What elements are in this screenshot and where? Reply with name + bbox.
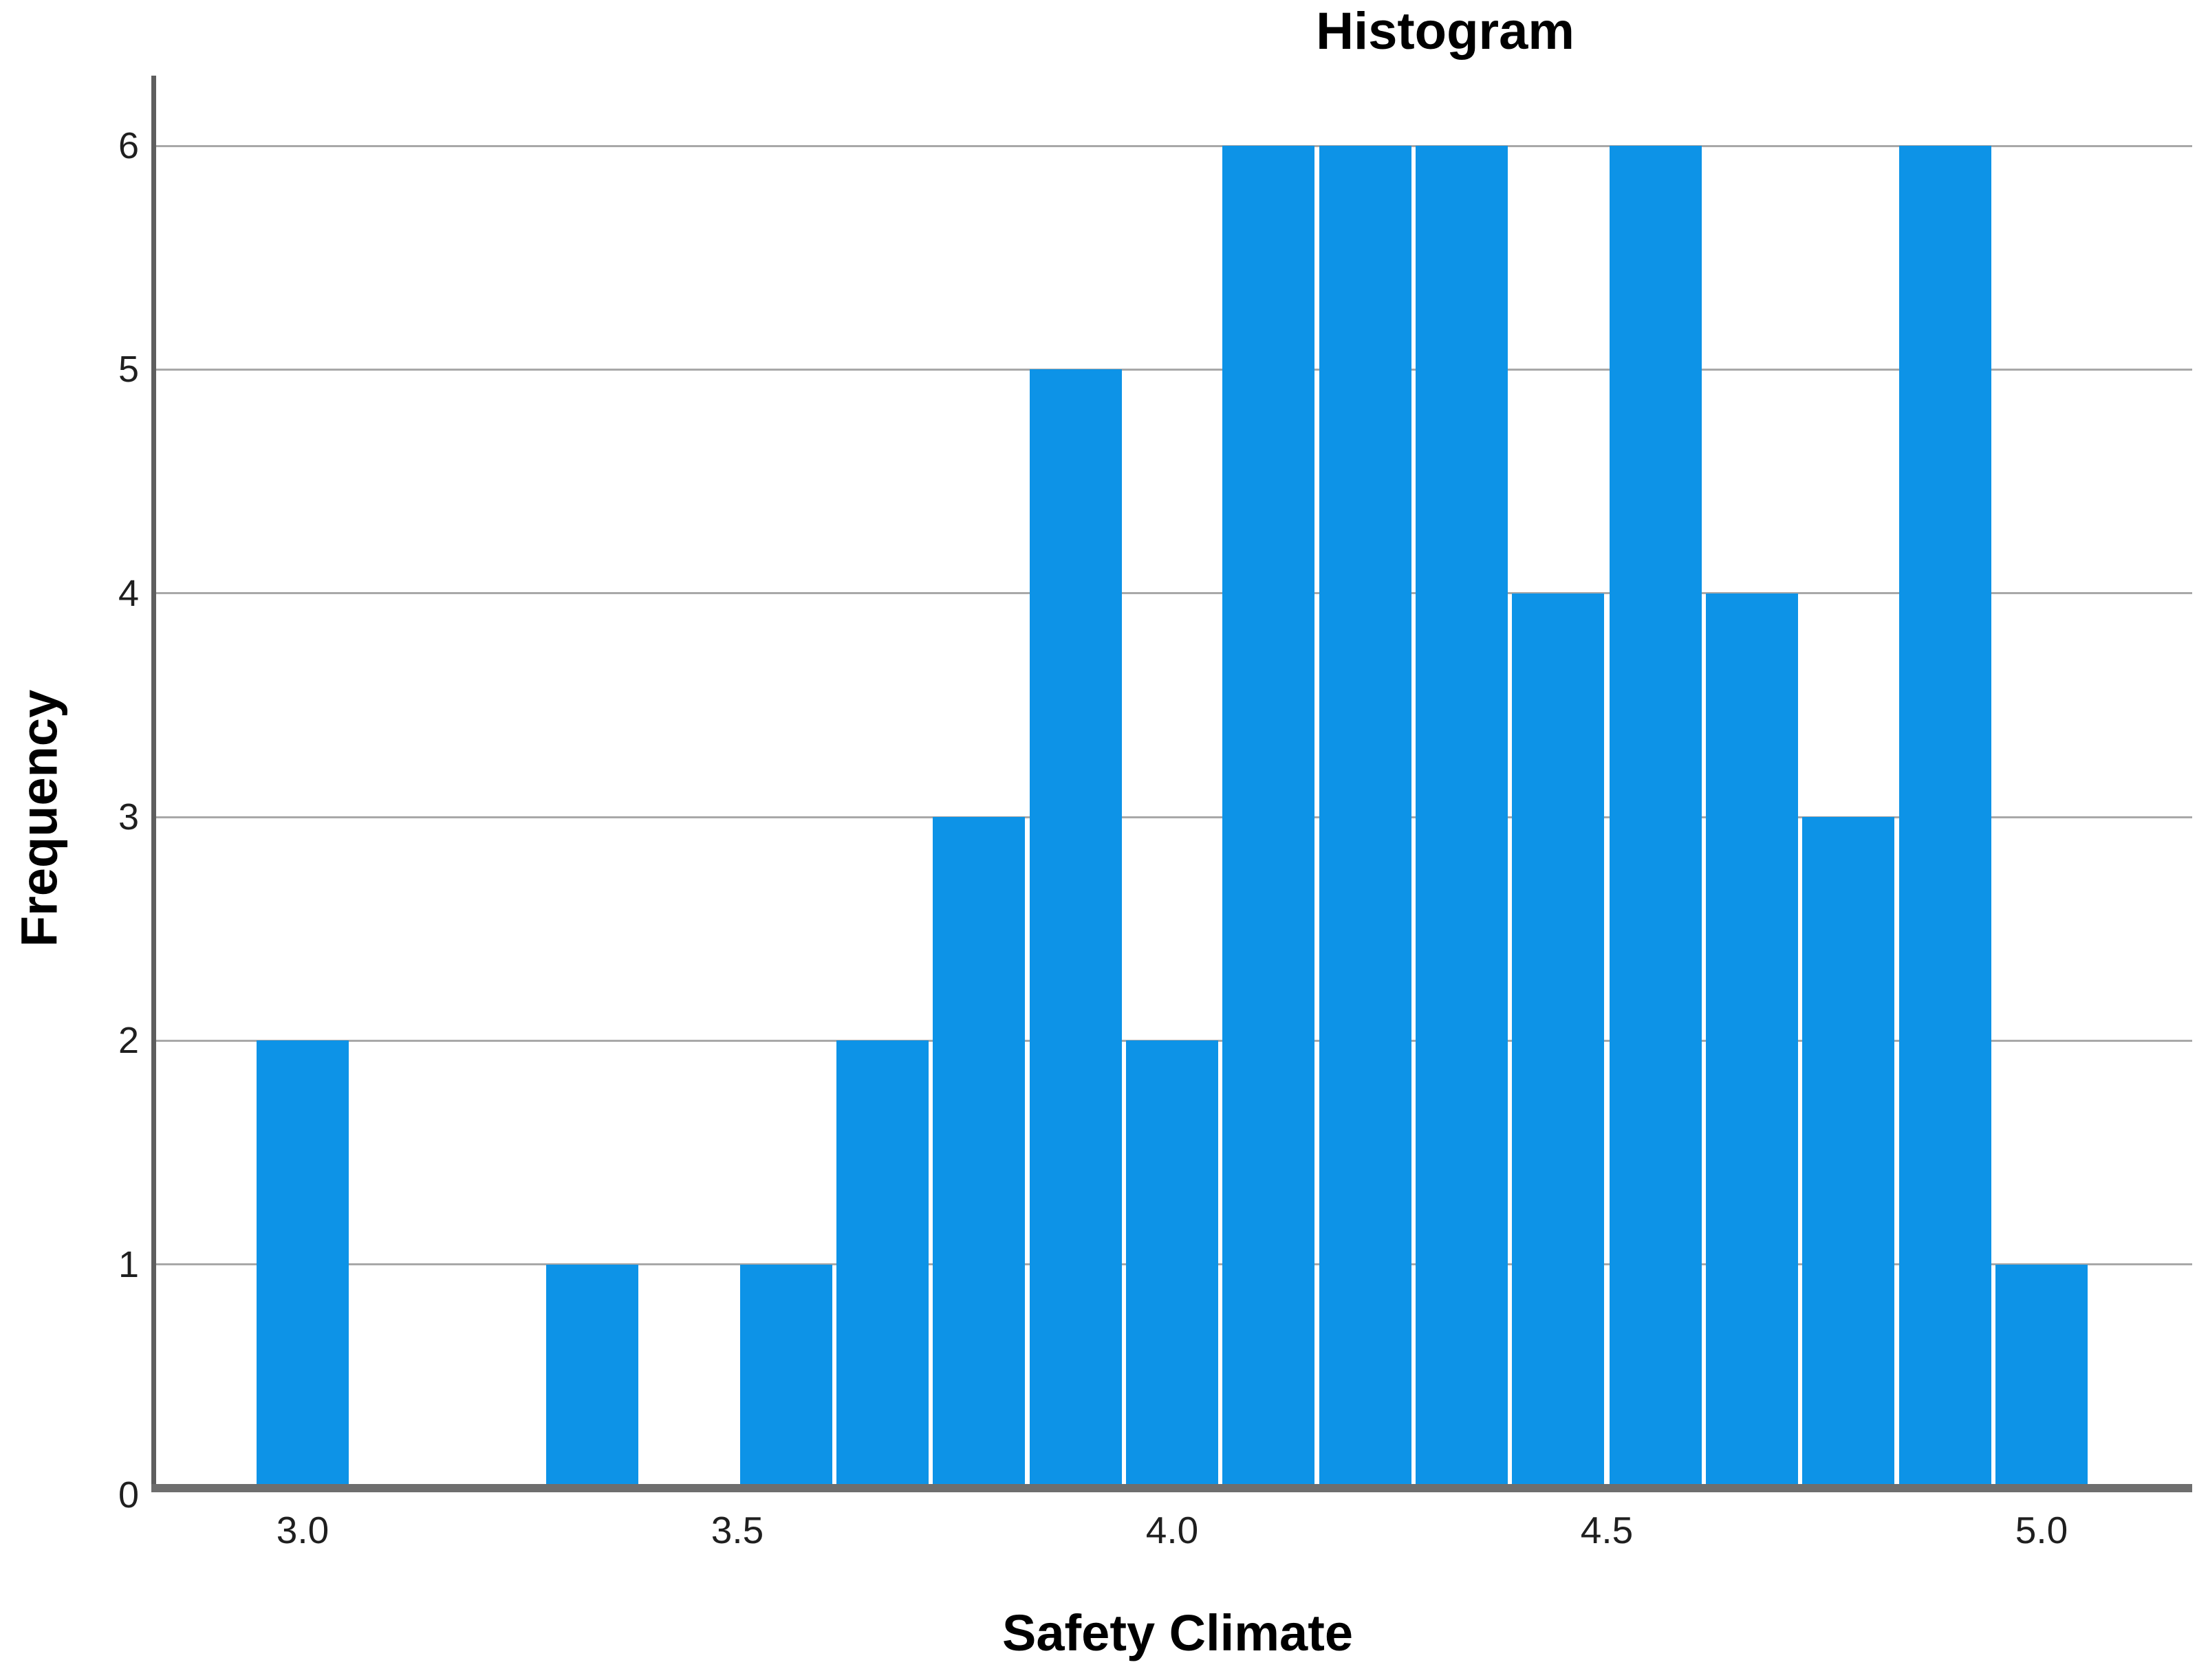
gridline-y-3 [151, 816, 2192, 818]
y-axis-line [151, 76, 156, 1489]
histogram-bar [1415, 146, 1508, 1484]
y-tick-label-4: 4 [118, 572, 139, 614]
gridline-y-5 [151, 368, 2192, 371]
histogram-bar [1706, 593, 1799, 1484]
histogram-bar [257, 1040, 349, 1484]
histogram-bar [1029, 369, 1122, 1484]
x-axis-title: Safety Climate [1002, 1604, 1353, 1661]
histogram-bar [545, 1264, 638, 1484]
x-tick-label-3.5: 3.5 [711, 1509, 764, 1551]
gridline-y-4 [151, 592, 2192, 595]
gridline-y-6 [151, 144, 2192, 147]
histogram-bar [1126, 1040, 1218, 1484]
y-tick-label-1: 1 [118, 1243, 139, 1285]
histogram-bar [1995, 1264, 2088, 1484]
histogram-bar [1512, 593, 1605, 1484]
histogram-bar [1609, 146, 1702, 1484]
y-tick-label-3: 3 [118, 796, 139, 838]
x-tick-label-4.0: 4.0 [1145, 1509, 1199, 1551]
y-tick-label-2: 2 [118, 1020, 139, 1062]
histogram-bar [1222, 146, 1315, 1484]
histogram-bar [836, 1040, 929, 1484]
x-axis-line [151, 1484, 2192, 1492]
x-tick-label-4.5: 4.5 [1580, 1509, 1634, 1551]
chart-title: Histogram [1316, 2, 1574, 61]
histogram-bar [1898, 146, 1991, 1484]
y-tick-label-0: 0 [118, 1474, 139, 1516]
x-tick-label-3.0: 3.0 [276, 1509, 329, 1551]
y-tick-label-6: 6 [118, 125, 139, 167]
histogram-bar [1319, 146, 1411, 1484]
histogram-bar [1802, 817, 1895, 1484]
y-tick-label-5: 5 [118, 349, 139, 391]
histogram-bar [739, 1264, 832, 1484]
x-tick-label-5.0: 5.0 [2015, 1509, 2068, 1551]
histogram-bar [933, 817, 1026, 1484]
